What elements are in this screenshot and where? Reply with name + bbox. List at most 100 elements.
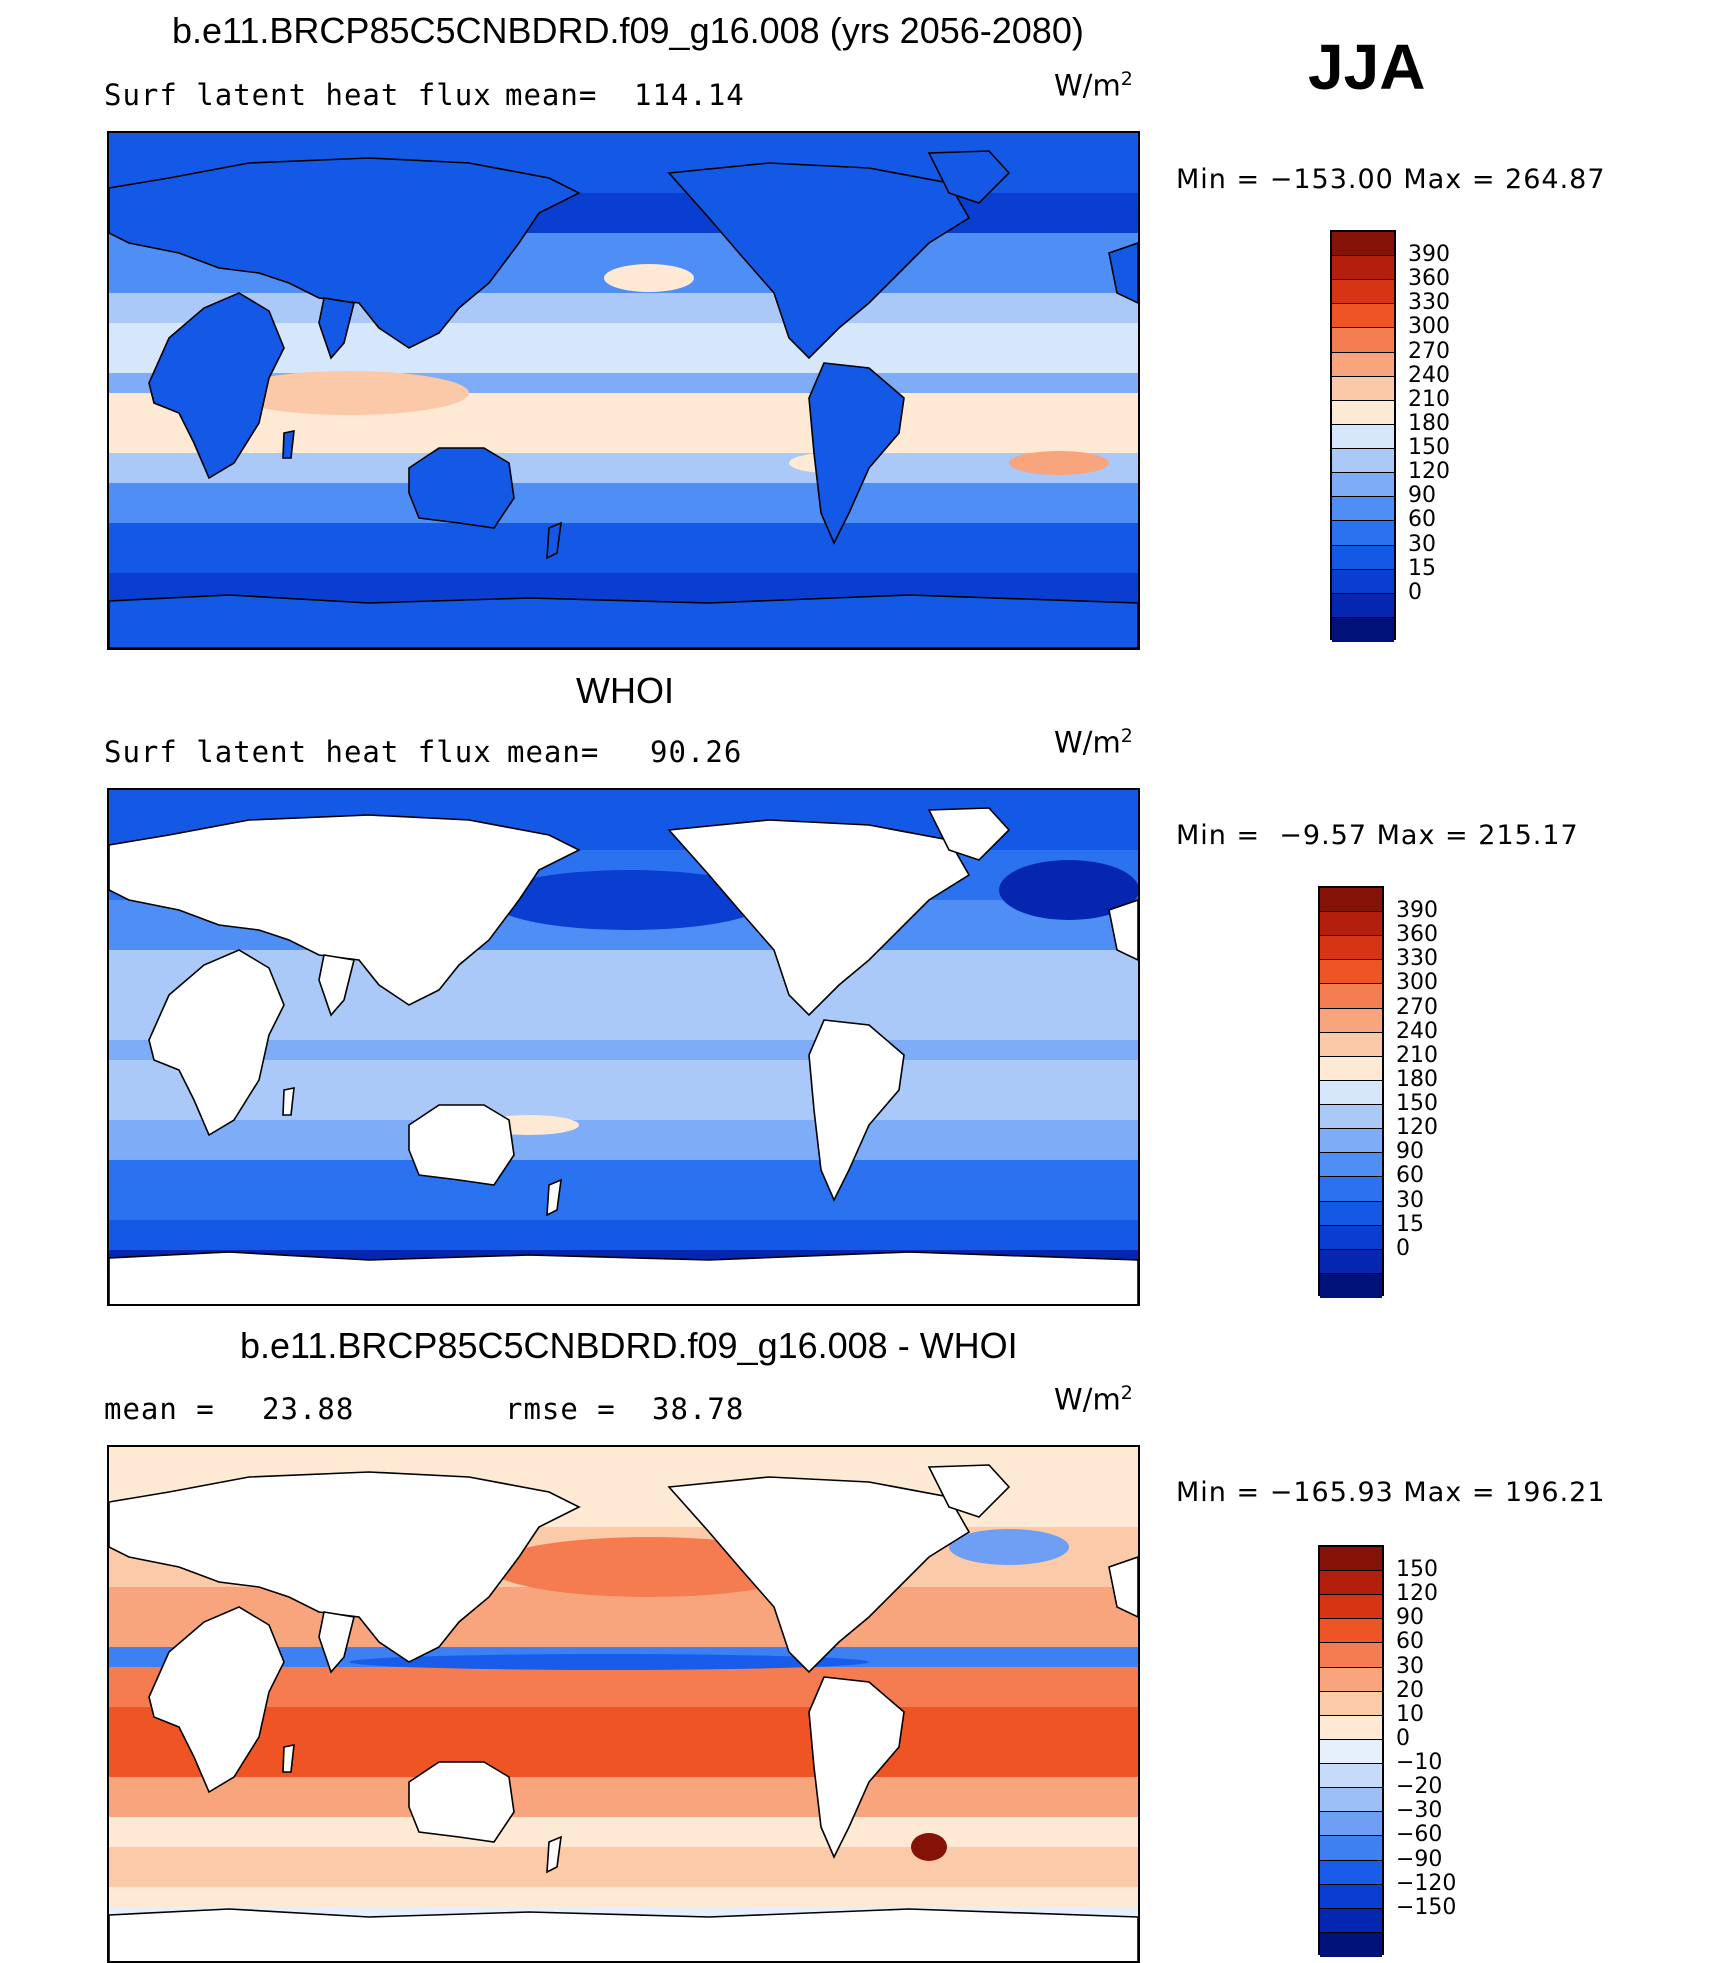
panel3-colorbar: 150 120 90 60 30 20 10 0 −10 −20 −30 −60 −90 −120 −150	[1318, 1545, 1456, 1957]
colorbar-tick-label: 150	[1396, 1557, 1438, 1583]
continents	[109, 807, 1138, 1304]
colorbar-swatch	[1320, 1619, 1382, 1644]
colorbar-tick-label: 150	[1408, 435, 1450, 461]
colorbar-tick-label: 0	[1396, 1725, 1410, 1751]
colorbar-tick-label: 300	[1408, 314, 1450, 340]
colorbar-tick-label: 90	[1396, 1139, 1424, 1165]
colorbar-swatch	[1320, 1908, 1382, 1933]
colorbar-swatch	[1320, 1764, 1382, 1789]
colorbar-tick-label: 360	[1396, 922, 1438, 948]
panel2-map	[107, 788, 1140, 1306]
colorbar-swatch	[1320, 1249, 1382, 1274]
continent-australia	[408, 447, 515, 529]
colorbar-tick-label: 30	[1396, 1653, 1424, 1679]
colorbar-swatch	[1320, 1105, 1382, 1130]
continent-australia	[408, 1104, 515, 1186]
colorbar-swatch	[1332, 400, 1394, 425]
season-label: JJA	[1308, 31, 1426, 103]
continent-nz	[546, 1835, 562, 1874]
panel1-map	[107, 131, 1140, 650]
field-band	[109, 1060, 1138, 1120]
colorbar-tick-label: 360	[1408, 266, 1450, 292]
colorbar-tick-label: 240	[1408, 362, 1450, 388]
continent-greenland	[927, 150, 1011, 204]
continent-namerica	[667, 162, 971, 360]
colorbar-swatch	[1320, 1032, 1382, 1057]
colorbar-tick-label: 30	[1396, 1187, 1424, 1213]
colorbar-swatch	[1332, 256, 1394, 281]
continent-africa	[148, 1606, 285, 1794]
colorbar-tick-label: 330	[1408, 290, 1450, 316]
field-band	[109, 1817, 1138, 1847]
continent-namerica	[667, 1476, 971, 1674]
continent-samerica	[808, 1019, 905, 1202]
colorbar-swatch	[1320, 1884, 1382, 1909]
colorbar-swatch	[1320, 984, 1382, 1009]
colorbar-tick-label: 10	[1396, 1701, 1424, 1727]
panel1-colorbar: 390 360 330 300 270 240 210 180 150 120 90 60 30 15 0	[1330, 230, 1450, 642]
colorbar-tick-label: 60	[1396, 1163, 1424, 1189]
continent-samerica	[808, 362, 905, 545]
panel3-map	[107, 1445, 1140, 1963]
panel2-units: W/m2	[1054, 725, 1133, 760]
panel3-min-max: Min = −165.93 Max = 196.21	[1176, 1477, 1606, 1508]
colorbar-tick-label: 0	[1396, 1235, 1410, 1261]
colorbar-swatches	[1330, 230, 1396, 642]
continents	[109, 1464, 1138, 1961]
colorbar-tick-label: −90	[1396, 1846, 1443, 1872]
panel3-units: W/m2	[1054, 1382, 1133, 1417]
colorbar-swatch	[1320, 1643, 1382, 1668]
colorbar-swatch	[1320, 1667, 1382, 1692]
continent-antarctica	[109, 1908, 1138, 1961]
continent-australia	[408, 1761, 515, 1843]
field-anomaly	[1009, 451, 1109, 475]
panel1-mean-value: 114.14	[634, 78, 745, 112]
continent-eurwest	[1108, 1556, 1138, 1618]
field-band	[109, 950, 1138, 990]
colorbar-swatch	[1332, 617, 1394, 642]
field-band	[109, 1887, 1138, 1907]
field-band	[109, 1160, 1138, 1220]
panel1-variable: Surf latent heat flux	[104, 78, 492, 112]
colorbar-tick-label: 120	[1396, 1115, 1438, 1141]
continents	[109, 150, 1138, 648]
continent-india	[318, 1611, 355, 1674]
colorbar-swatch	[1332, 473, 1394, 498]
colorbar-tick-label: −150	[1396, 1894, 1457, 1920]
panel2-colorbar: 390 360 330 300 270 240 210 180 150 120 90 60 30 15 0	[1318, 886, 1438, 1298]
colorbar-tick-label: 60	[1396, 1629, 1424, 1655]
panel2-variable: Surf latent heat flux	[104, 735, 492, 769]
colorbar-tick-label: −30	[1396, 1798, 1443, 1824]
colorbar-swatch	[1332, 497, 1394, 522]
field-band	[109, 1707, 1138, 1777]
continent-greenland	[927, 807, 1011, 861]
panel1-units: W/m2	[1054, 68, 1133, 103]
field-band	[109, 1120, 1138, 1160]
colorbar-tick-label: 15	[1408, 555, 1436, 581]
colorbar-tick-label: 60	[1408, 507, 1436, 533]
field-band	[109, 453, 1138, 483]
colorbar-swatch	[1320, 1080, 1382, 1106]
colorbar-swatch	[1320, 1547, 1382, 1572]
colorbar-tick-label: −120	[1396, 1870, 1457, 1896]
colorbar-swatch	[1320, 1595, 1382, 1620]
field-anomaly	[229, 371, 469, 415]
field-anomaly	[489, 870, 769, 930]
continent-india	[318, 297, 355, 360]
field-anomaly	[349, 1654, 869, 1670]
colorbar-swatch	[1320, 1836, 1382, 1861]
continent-eurasia	[109, 1471, 581, 1663]
colorbar-tick-label: 210	[1396, 1042, 1438, 1068]
continent-antarctica	[109, 594, 1138, 648]
panel3-rmse-value: 38.78	[652, 1392, 745, 1426]
panel2-mean-label: mean=	[507, 735, 600, 769]
colorbar-swatches	[1318, 886, 1384, 1298]
colorbar-swatch	[1320, 1153, 1382, 1178]
colorbar-swatch	[1332, 593, 1394, 618]
colorbar-swatch	[1332, 521, 1394, 546]
colorbar-tick-label: 240	[1396, 1018, 1438, 1044]
colorbar-tick-label: 390	[1396, 898, 1438, 924]
colorbar-swatch	[1332, 424, 1394, 450]
colorbar-tick-label: 20	[1396, 1677, 1424, 1703]
continent-nz	[546, 521, 562, 560]
